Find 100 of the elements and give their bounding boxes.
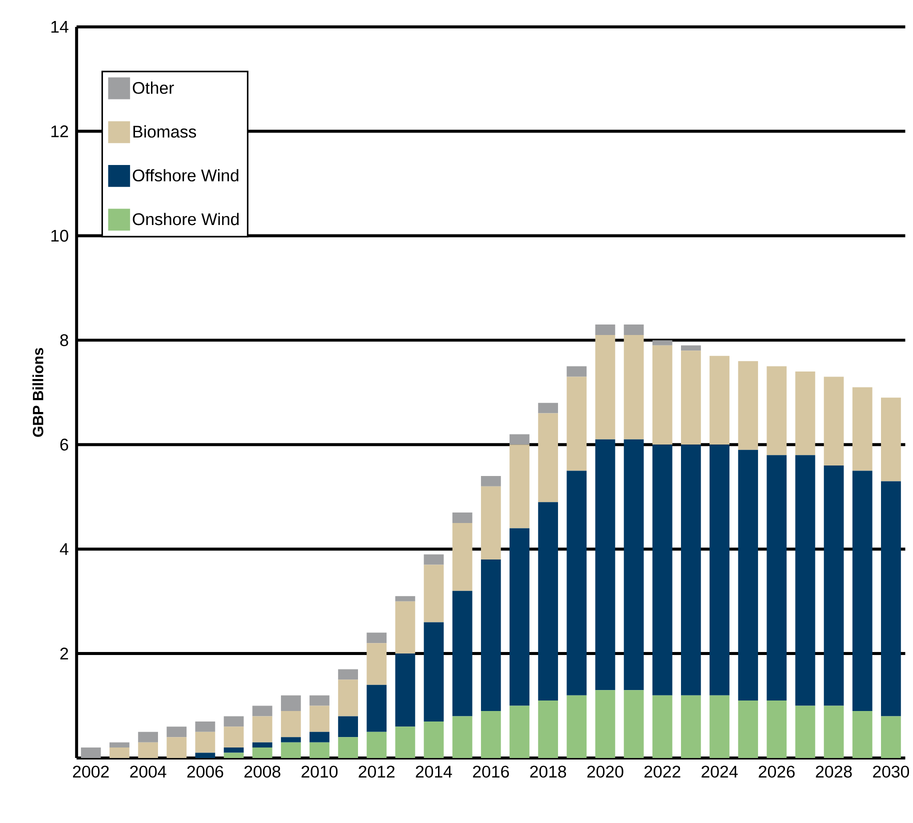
bar <box>224 716 244 727</box>
bar <box>595 324 616 336</box>
bar <box>652 444 672 696</box>
bar <box>566 695 587 758</box>
bar <box>224 752 244 758</box>
bar <box>366 643 387 686</box>
bar <box>395 596 416 602</box>
bar <box>738 700 758 758</box>
x-tick-label: 2018 <box>530 766 566 778</box>
bar <box>338 680 358 716</box>
bar <box>624 324 644 336</box>
x-tick-label: 2014 <box>416 766 452 778</box>
bar <box>852 387 872 471</box>
bar <box>366 632 387 644</box>
bar <box>480 486 501 560</box>
bar <box>280 711 301 738</box>
bar <box>881 716 901 758</box>
bar <box>652 346 672 445</box>
bar <box>224 748 244 753</box>
legend-label: Other <box>132 82 174 94</box>
bar <box>595 690 616 758</box>
bar <box>195 732 216 753</box>
bar <box>80 748 101 758</box>
x-tick-label: 2012 <box>358 766 395 778</box>
bar <box>824 706 844 758</box>
bar <box>224 726 244 748</box>
bar <box>110 748 130 758</box>
bar <box>624 440 644 690</box>
bar <box>452 716 472 758</box>
bar <box>795 455 816 706</box>
bar <box>424 622 444 722</box>
x-tick-label: 2028 <box>816 766 852 778</box>
bar <box>824 376 844 466</box>
x-tick-label: 2002 <box>73 766 109 778</box>
bar <box>452 523 472 592</box>
bar <box>280 742 301 758</box>
bar <box>480 560 501 712</box>
bar <box>166 726 187 738</box>
y-tick-label: 6 <box>60 438 68 451</box>
x-tick-label: 2008 <box>244 766 280 778</box>
x-tick-label: 2020 <box>587 766 624 778</box>
bar <box>680 350 701 445</box>
bar <box>310 706 330 732</box>
bar <box>424 564 444 622</box>
x-tick-label: 2004 <box>130 766 166 778</box>
bar <box>366 685 387 732</box>
bar <box>652 340 672 346</box>
bar <box>795 706 816 758</box>
bar <box>138 742 158 758</box>
bar <box>680 695 701 758</box>
bar <box>538 700 558 758</box>
bar <box>195 722 216 732</box>
bar <box>680 444 701 696</box>
bar <box>852 470 872 712</box>
bar <box>652 695 672 758</box>
bar <box>252 706 272 716</box>
bar <box>395 654 416 727</box>
bar <box>510 434 530 445</box>
bar <box>338 669 358 680</box>
legend-label: Offshore Wind <box>132 169 238 182</box>
bar <box>452 591 472 716</box>
bar <box>566 366 587 377</box>
x-tick-label: 2016 <box>473 766 509 778</box>
bar <box>881 398 901 482</box>
x-tick-label: 2030 <box>873 766 910 778</box>
bar <box>424 554 444 565</box>
x-tick-label: 2006 <box>187 766 224 778</box>
x-tick-label: 2010 <box>302 766 338 778</box>
bar <box>680 346 701 351</box>
bar <box>366 732 387 758</box>
bar <box>538 403 558 414</box>
y-axis-title: GBP Billions <box>32 348 44 437</box>
bar <box>252 748 272 758</box>
y-tick-label: 8 <box>60 334 68 346</box>
bar <box>110 742 130 748</box>
bar <box>881 481 901 716</box>
bar <box>624 335 644 440</box>
bar <box>510 444 530 528</box>
legend-label: Onshore Wind <box>132 213 239 226</box>
bar <box>766 366 787 456</box>
bar <box>710 444 730 696</box>
bar <box>595 335 616 440</box>
bar <box>338 737 358 758</box>
bar <box>824 466 844 706</box>
bar <box>395 726 416 758</box>
bar <box>195 752 216 758</box>
x-tick-label: 2024 <box>702 766 738 778</box>
bar <box>424 722 444 758</box>
bar <box>280 695 301 712</box>
legend-label: Biomass <box>133 125 196 138</box>
bar <box>480 476 501 487</box>
bar <box>738 361 758 450</box>
bar <box>280 737 301 742</box>
x-tick-label: 2026 <box>758 766 795 778</box>
bar <box>166 737 187 758</box>
bar <box>766 455 787 701</box>
bar <box>310 695 330 706</box>
bar <box>595 440 616 690</box>
bar <box>710 356 730 445</box>
bar <box>852 711 872 758</box>
